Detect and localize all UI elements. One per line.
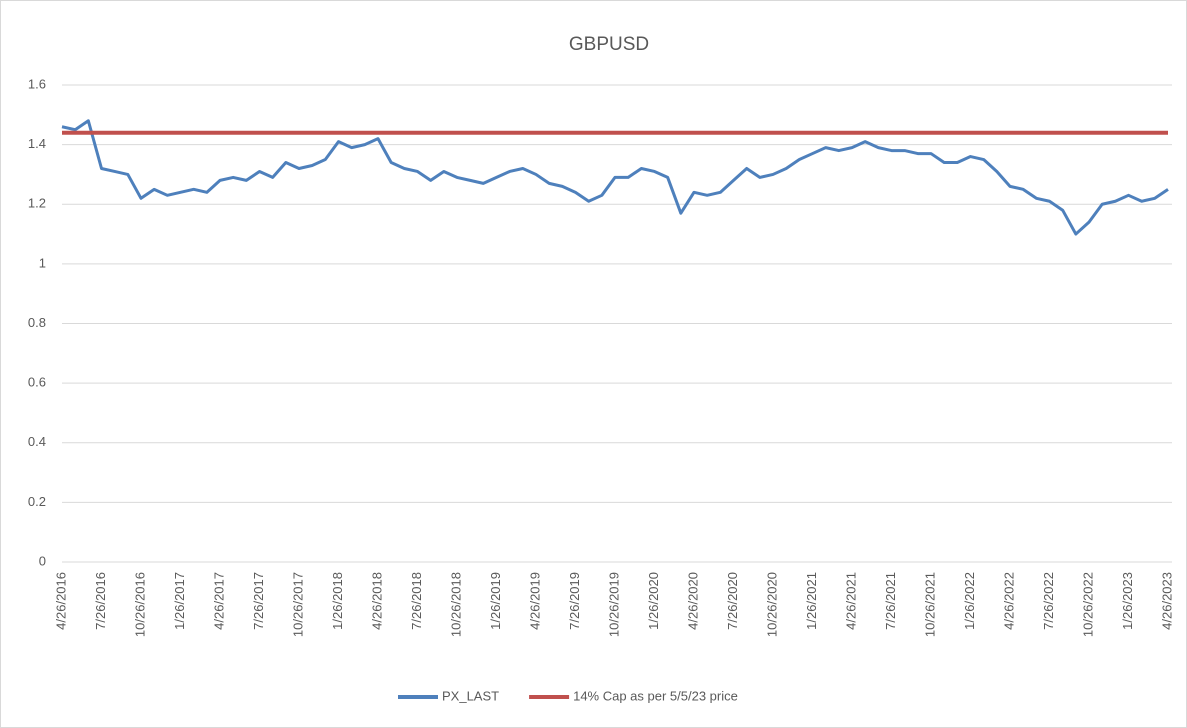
x-tick-label: 10/26/2022	[1080, 572, 1095, 637]
x-tick-label: 1/26/2021	[804, 572, 819, 630]
y-tick-label: 0.6	[28, 375, 46, 390]
x-tick-label: 10/26/2018	[448, 572, 463, 637]
chart-title: GBPUSD	[569, 34, 649, 55]
x-tick-label: 7/26/2019	[567, 572, 582, 630]
x-tick-label: 7/26/2016	[93, 572, 108, 630]
y-tick-label: 0.4	[28, 434, 46, 449]
y-tick-label: 1.2	[28, 196, 46, 211]
x-tick-label: 10/26/2017	[290, 572, 305, 637]
legend-label: 14% Cap as per 5/5/23 price	[573, 688, 738, 703]
x-tick-label: 4/26/2018	[369, 572, 384, 630]
x-tick-label: 10/26/2021	[922, 572, 937, 637]
x-tick-label: 4/26/2020	[685, 572, 700, 630]
x-tick-label: 4/26/2022	[1001, 572, 1016, 630]
y-tick-label: 0.2	[28, 494, 46, 509]
x-tick-label: 4/26/2017	[211, 572, 226, 630]
y-tick-label: 1.6	[28, 76, 46, 91]
y-tick-label: 1.4	[28, 136, 46, 151]
series-line	[61, 119, 1169, 236]
x-tick-label: 4/26/2019	[527, 572, 542, 630]
x-tick-label: 7/26/2020	[725, 572, 740, 630]
x-tick-label: 10/26/2016	[132, 572, 147, 637]
x-tick-label: 1/26/2023	[1120, 572, 1135, 630]
x-tick-label: 4/26/2021	[843, 572, 858, 630]
y-tick-label: 0.8	[28, 315, 46, 330]
x-tick-label: 1/26/2017	[172, 572, 187, 630]
x-tick-label: 7/26/2018	[409, 572, 424, 630]
x-tick-label: 1/26/2022	[962, 572, 977, 630]
x-tick-label: 7/26/2022	[1041, 572, 1056, 630]
y-tick-label: 0	[39, 553, 46, 568]
x-tick-label: 10/26/2020	[764, 572, 779, 637]
x-tick-label: 1/26/2019	[488, 572, 503, 630]
x-tick-label: 7/26/2017	[251, 572, 266, 630]
x-tick-label: 10/26/2019	[606, 572, 621, 637]
x-tick-label: 1/26/2018	[330, 572, 345, 630]
x-tick-label: 4/26/2016	[53, 572, 68, 630]
y-tick-label: 1	[39, 255, 46, 270]
x-tick-label: 4/26/2023	[1159, 572, 1174, 630]
x-tick-label: 1/26/2020	[646, 572, 661, 630]
legend-label: PX_LAST	[442, 688, 499, 703]
x-tick-label: 7/26/2021	[883, 572, 898, 630]
